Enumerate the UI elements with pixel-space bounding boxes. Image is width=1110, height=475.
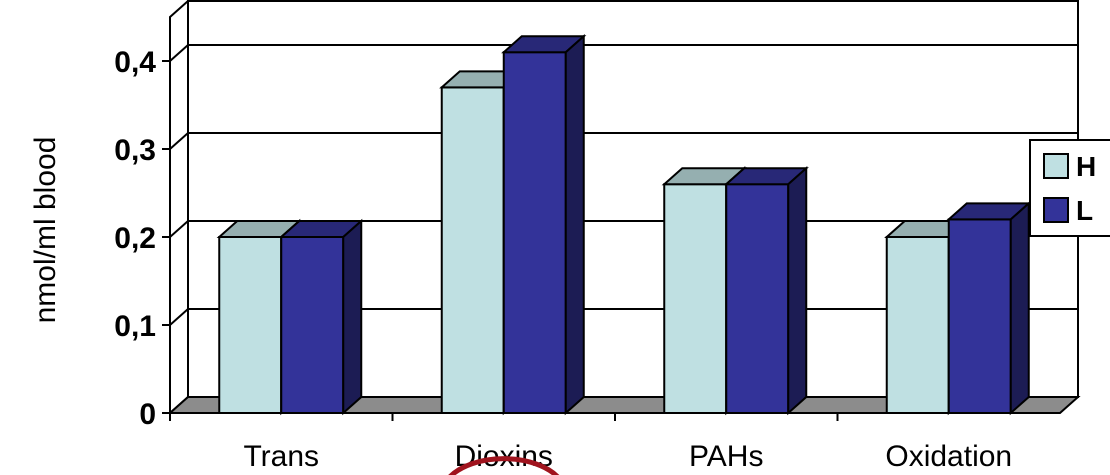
bar-H-PAHs xyxy=(663,183,728,414)
gridline-side xyxy=(169,220,189,238)
gridline-side xyxy=(169,44,189,62)
legend-label: H xyxy=(1076,151,1096,182)
bar-L-PAHs xyxy=(725,183,790,414)
y-tick-label: 0,2 xyxy=(114,222,156,255)
side-wall xyxy=(169,0,189,416)
bar-L-Dioxins xyxy=(502,51,567,414)
highlight-arc xyxy=(448,456,560,475)
bar-H-Dioxins xyxy=(440,86,505,415)
legend-swatch xyxy=(1043,153,1069,179)
bar-side xyxy=(1009,201,1030,416)
bars-group xyxy=(216,33,1032,416)
bar-H-Trans xyxy=(218,236,283,414)
y-axis-title: nmol/ml blood xyxy=(29,137,62,324)
gridline-side xyxy=(169,132,189,150)
highlight-circle xyxy=(448,456,560,475)
bar-H-Oxidation xyxy=(885,236,950,414)
x-tick-label: PAHs xyxy=(689,440,763,473)
bar-side xyxy=(342,218,363,416)
x-tick-label: Oxidation xyxy=(885,440,1012,473)
y-tick-label: 0,1 xyxy=(114,310,156,343)
y-tick-labels: 0 0,1 0,2 0,3 0,4 xyxy=(114,46,156,431)
y-tick-label: 0,3 xyxy=(114,134,156,167)
gridline-side xyxy=(169,308,189,326)
y-tick-label: 0 xyxy=(139,398,156,431)
bar-side xyxy=(564,33,585,416)
legend-label: L xyxy=(1076,195,1093,226)
x-tick-labels: Trans Dioxins PAHs Oxidation xyxy=(243,440,1012,473)
legend-swatch xyxy=(1043,197,1069,223)
legend-box xyxy=(1029,139,1110,237)
x-tick-label: Trans xyxy=(243,440,319,473)
axes-group xyxy=(162,17,1060,421)
legend: HL xyxy=(1029,139,1110,237)
bar-side xyxy=(787,165,808,416)
bar-L-Oxidation xyxy=(947,218,1012,414)
bar-L-Trans xyxy=(280,236,345,414)
y-tick-label: 0,4 xyxy=(114,46,156,79)
